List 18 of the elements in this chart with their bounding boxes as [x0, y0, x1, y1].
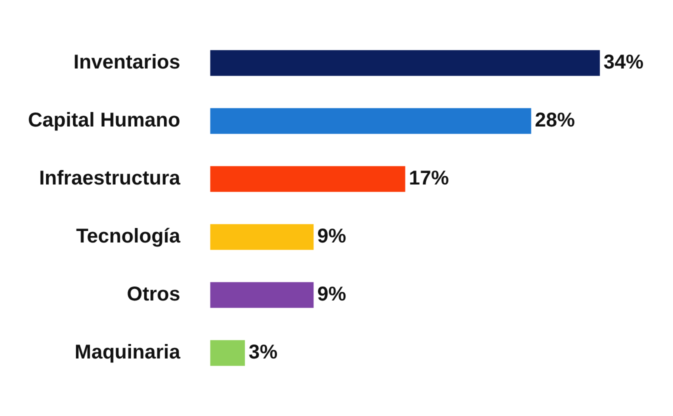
data-label: 3%	[248, 342, 278, 364]
y-tick-label: Infraestructura	[39, 168, 182, 190]
y-tick-label: Maquinaria	[74, 342, 182, 364]
bar	[210, 282, 314, 308]
y-tick-label: Tecnología	[76, 226, 182, 248]
y-tick-label: Capital Humano	[28, 110, 180, 132]
bar	[210, 166, 406, 192]
bar	[210, 224, 314, 250]
bar	[210, 108, 532, 134]
data-label: 9%	[317, 284, 346, 306]
data-label: 17%	[408, 168, 450, 190]
y-tick-label: Inventarios	[74, 52, 180, 74]
data-label: 9%	[317, 226, 346, 248]
bar	[210, 50, 600, 76]
y-tick-label: Otros	[126, 284, 180, 306]
data-label: 34%	[604, 52, 644, 74]
bar	[210, 340, 245, 366]
data-label: 28%	[534, 110, 576, 132]
